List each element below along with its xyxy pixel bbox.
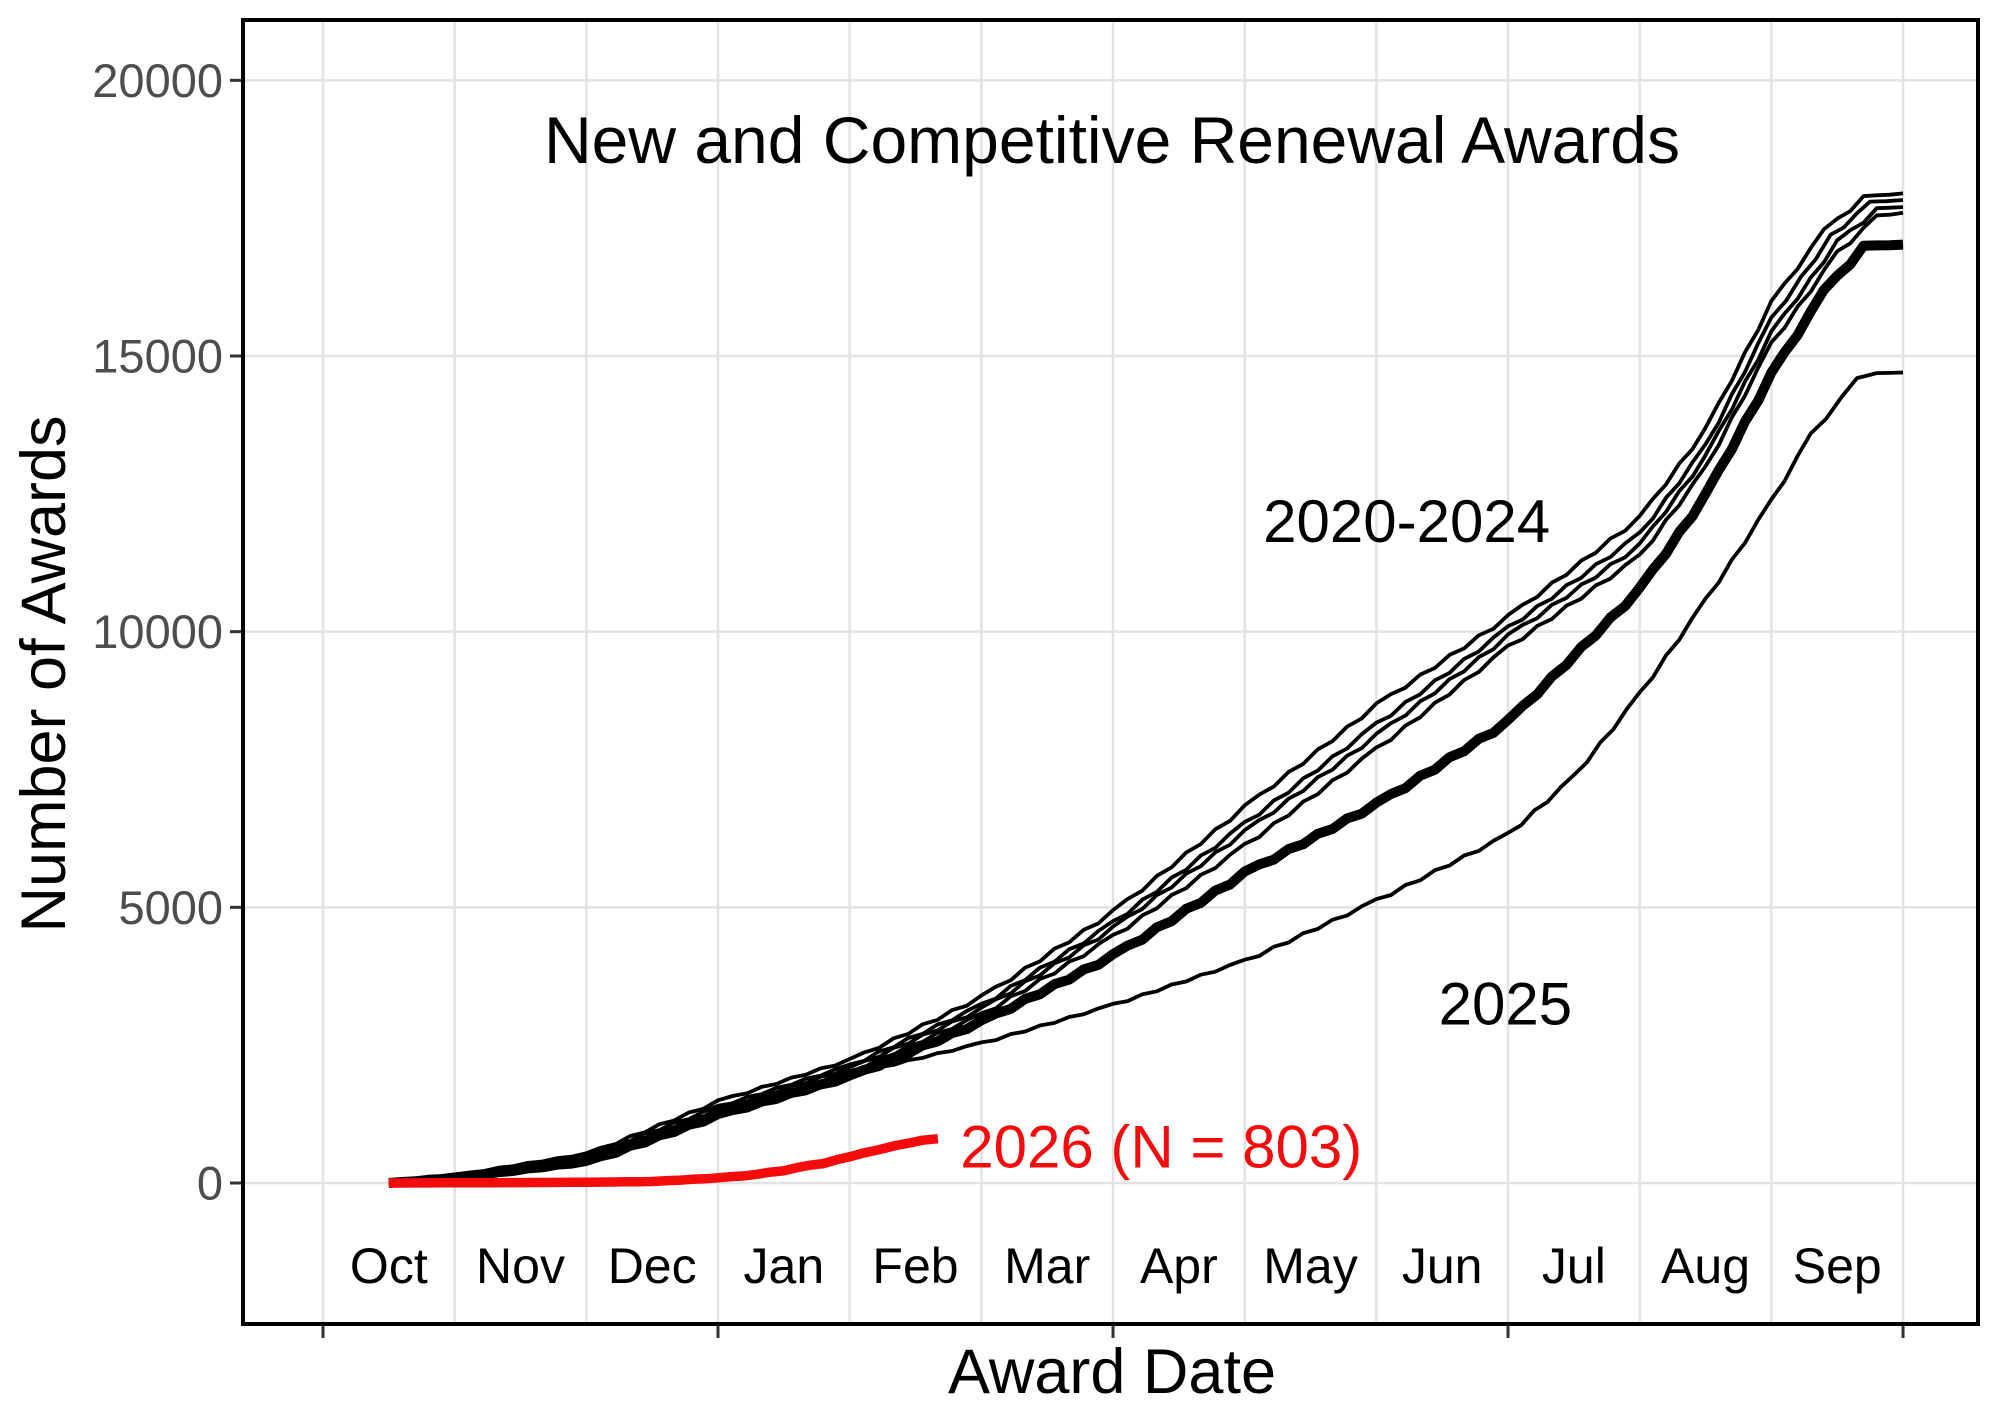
series-line-2025 [388, 370, 1904, 1185]
x-tick-label-may: May [1263, 1238, 1357, 1294]
series-line-2026 [388, 1133, 939, 1188]
series-line-2023 [388, 210, 1904, 1185]
panel-border [241, 18, 1980, 1326]
x-tick-label-oct: Oct [350, 1238, 428, 1294]
x-tick-label-apr: Apr [1140, 1238, 1218, 1294]
y-tick-label: 10000 [92, 605, 223, 658]
x-tick-label-dec: Dec [608, 1238, 697, 1294]
y-tick-label: 20000 [92, 54, 223, 107]
series-line-2021 [388, 191, 1904, 1185]
y-tick-label: 15000 [92, 330, 223, 383]
y-axis-title: Number of Awards [9, 415, 79, 933]
y-tick-label: 0 [197, 1157, 223, 1210]
x-tick-label-jan: Jan [744, 1238, 825, 1294]
x-tick-label-mar: Mar [1004, 1238, 1090, 1294]
annotation-year-2026-label: 2026 (N = 803) [960, 1114, 1362, 1181]
x-tick-label-feb: Feb [872, 1238, 958, 1294]
chart-title: New and Competitive Renewal Awards [543, 103, 1681, 177]
x-axis-title: Award Date [947, 1337, 1277, 1407]
annotation-year-2025-label: 2025 [1439, 970, 1572, 1037]
series-line-2024 [388, 239, 1904, 1188]
series-line-2022 [388, 205, 1904, 1185]
annotation-group-label: 2020-2024 [1263, 488, 1550, 555]
x-tick-label-sep: Sep [1793, 1238, 1882, 1294]
x-tick-label-jul: Jul [1542, 1238, 1606, 1294]
x-tick-label-nov: Nov [476, 1238, 565, 1294]
y-tick-label: 5000 [118, 881, 223, 934]
x-tick-label-aug: Aug [1661, 1238, 1750, 1294]
x-tick-label-jun: Jun [1402, 1238, 1483, 1294]
series-line-2020 [388, 198, 1904, 1185]
